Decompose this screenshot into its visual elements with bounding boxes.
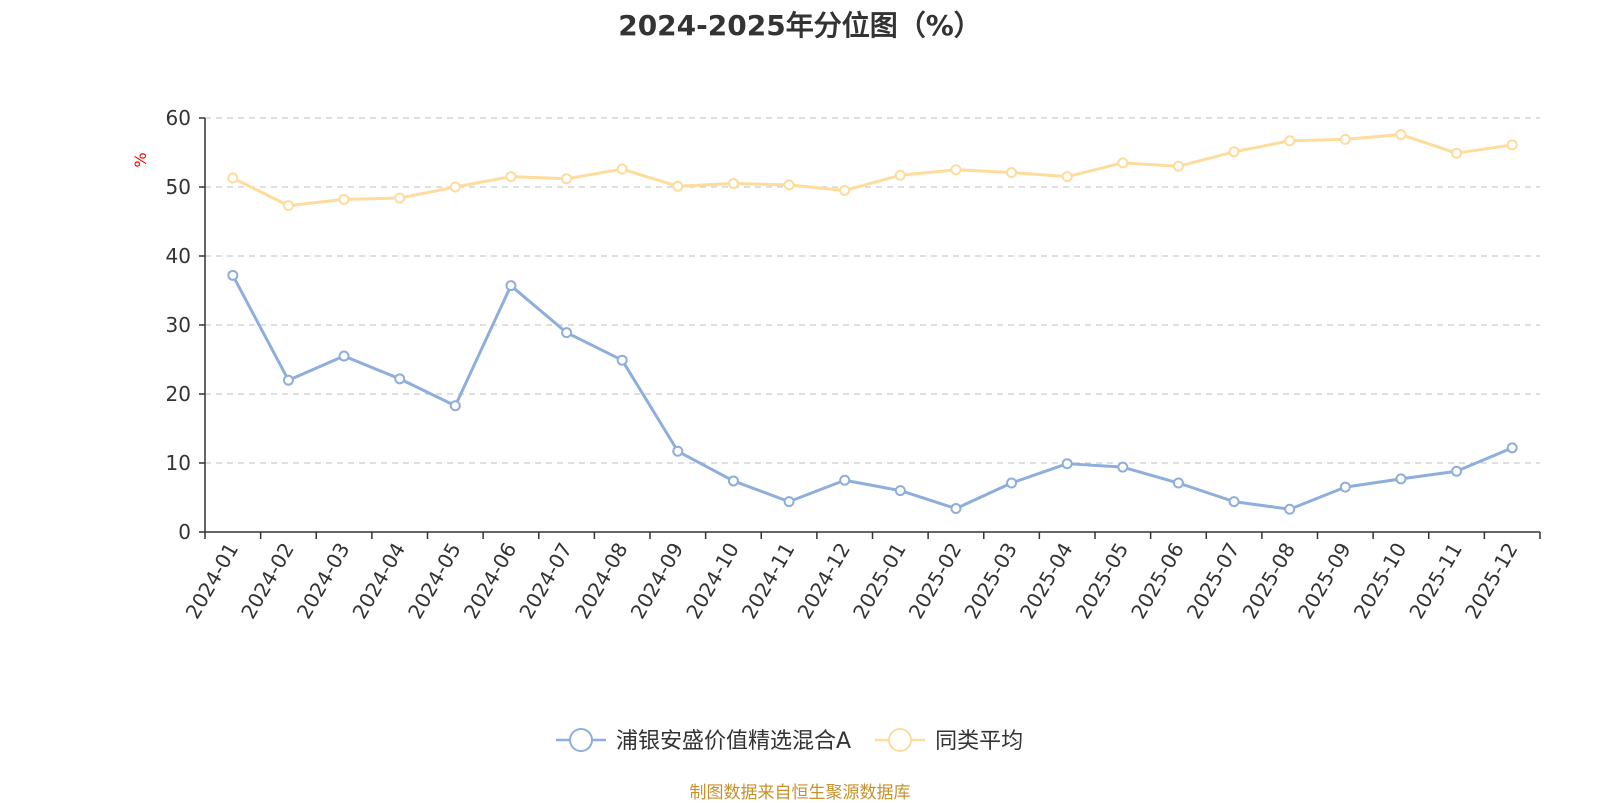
series-2-point	[894, 169, 906, 181]
series-line-1	[231, 274, 1513, 511]
series-1-point	[783, 496, 795, 508]
series-2-point	[1117, 157, 1129, 169]
series-2-point	[1228, 146, 1240, 158]
series-1-point	[1228, 496, 1240, 508]
y-tick-label: 30	[166, 313, 191, 337]
x-tick-label: 2025-12	[1460, 539, 1523, 623]
x-tick-label: 2024-11	[737, 539, 800, 623]
x-tick-label: 2025-02	[904, 539, 967, 623]
series-1-point	[227, 269, 239, 281]
series-1-point	[894, 485, 906, 497]
x-tick-label: 2025-09	[1293, 539, 1356, 623]
series-1-point	[1117, 461, 1129, 473]
series-1-point	[449, 400, 461, 412]
x-tick-label: 2025-08	[1237, 539, 1300, 623]
series-2-point	[1451, 147, 1463, 159]
series-2-point	[1006, 167, 1018, 179]
source-note: 制图数据来自恒生聚源数据库	[689, 783, 911, 803]
series-2-point	[338, 193, 350, 205]
y-tick-label: 20	[166, 382, 191, 406]
x-tick-label: 2025-07	[1182, 539, 1245, 623]
x-tick-label: 2024-01	[181, 539, 244, 623]
x-tick-label: 2025-06	[1126, 539, 1189, 623]
legend: 浦银安盛价值精选混合A 同类平均	[556, 728, 1023, 754]
x-tick-label: 2025-03	[959, 539, 1022, 623]
legend-label-2: 同类平均	[935, 729, 1023, 754]
x-tick-label: 2024-08	[570, 539, 633, 623]
series-1-point	[950, 503, 962, 515]
series-1-point	[505, 280, 517, 292]
x-tick-label: 2025-04	[1015, 539, 1078, 623]
x-tick-label: 2024-09	[626, 539, 689, 623]
series-1-point	[616, 354, 628, 366]
x-tick-label: 2024-05	[403, 539, 466, 623]
x-tick-label: 2025-01	[848, 539, 911, 623]
series-2-point	[449, 181, 461, 193]
legend-marker-1	[569, 728, 593, 752]
series-1-point	[1284, 503, 1296, 515]
axes: 01020304050602024-012024-022024-032024-0…	[166, 106, 1541, 623]
x-tick-label: 2024-02	[236, 539, 299, 623]
series-2-point	[616, 163, 628, 175]
x-tick-label: 2025-10	[1349, 539, 1412, 623]
y-tick-label: 40	[166, 244, 191, 268]
series-1-point	[1339, 481, 1351, 493]
x-tick-label: 2024-12	[792, 539, 855, 623]
series-2-point	[505, 171, 517, 183]
series-1-point	[1506, 442, 1518, 454]
series-2-point	[394, 192, 406, 204]
y-tick-label: 60	[166, 106, 191, 130]
x-tick-label: 2024-10	[681, 539, 744, 623]
series-2-point	[1506, 139, 1518, 151]
legend-label-1: 浦银安盛价值精选混合A	[616, 729, 851, 754]
x-tick-label: 2024-04	[347, 539, 410, 623]
y-axis-unit-label: %	[131, 152, 150, 167]
series-2-point	[227, 172, 239, 184]
series-lines	[227, 129, 1518, 515]
legend-marker-2	[888, 728, 913, 752]
series-2-point	[950, 164, 962, 176]
series-2-point	[672, 180, 684, 192]
series-1-point	[1395, 473, 1407, 485]
y-tick-label: 50	[166, 175, 191, 199]
series-1-point	[727, 475, 739, 487]
series-2-point	[1395, 129, 1407, 141]
series-1-point	[561, 327, 573, 339]
series-1-point	[394, 373, 406, 385]
x-tick-label: 2024-07	[514, 539, 577, 623]
grid-lines	[205, 117, 1540, 464]
series-1-point	[282, 374, 294, 386]
series-1-point	[1451, 465, 1463, 477]
series-1-point	[1172, 477, 1184, 489]
series-2-point	[1284, 135, 1296, 147]
series-2-point	[1061, 171, 1073, 183]
series-1-point	[1006, 477, 1018, 489]
series-line-2	[232, 133, 1513, 208]
series-2-point	[727, 178, 739, 190]
series-2-point	[1172, 160, 1184, 172]
series-1-point	[338, 350, 350, 362]
series-2-point	[783, 179, 795, 191]
x-tick-label: 2025-05	[1071, 539, 1134, 623]
x-tick-label: 2024-06	[459, 539, 522, 623]
y-tick-label: 0	[178, 520, 191, 544]
x-tick-label: 2025-11	[1404, 539, 1467, 623]
series-2-point	[839, 184, 851, 196]
series-1-point	[839, 474, 851, 486]
chart-title: 2024-2025年分位图（%）	[618, 9, 982, 42]
series-1-point	[672, 445, 684, 457]
series-2-point	[1339, 133, 1351, 145]
series-2-point	[561, 173, 573, 185]
y-tick-label: 10	[166, 451, 191, 475]
series-2-point	[282, 200, 294, 212]
x-tick-label: 2024-03	[292, 539, 355, 623]
series-1-point	[1061, 458, 1073, 470]
